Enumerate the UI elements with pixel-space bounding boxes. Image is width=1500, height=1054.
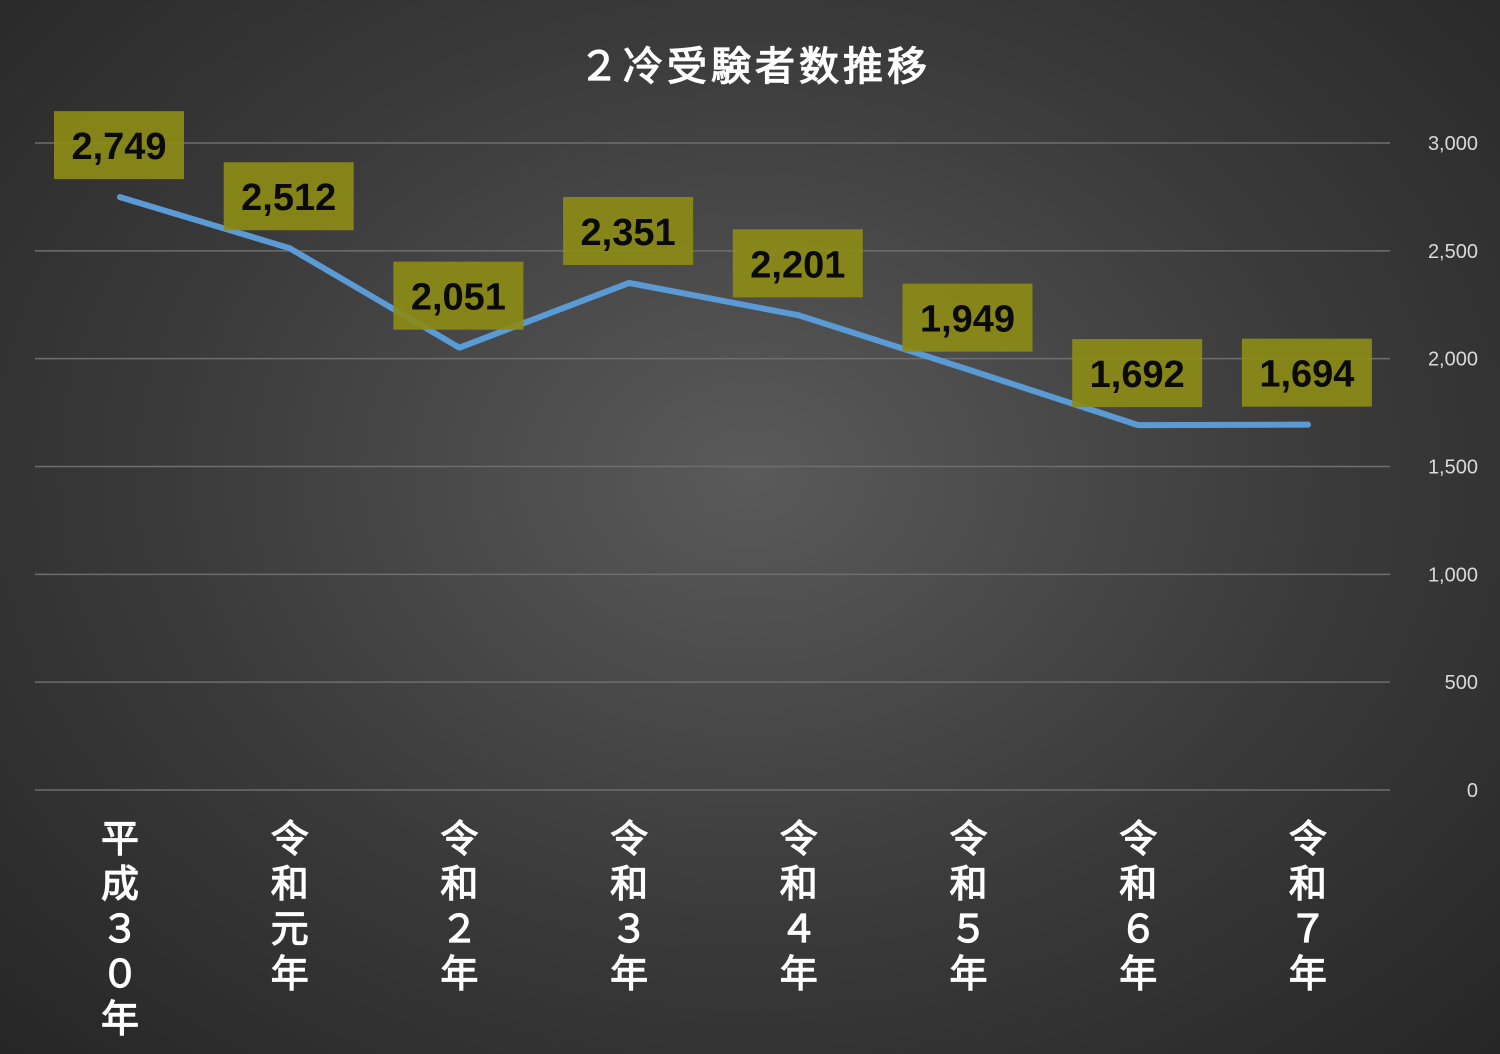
data-label-box — [563, 196, 694, 265]
data-label-text: 2,749 — [71, 126, 166, 168]
data-label-box — [1072, 339, 1203, 408]
data-label-text: 2,351 — [581, 212, 676, 254]
y-tick-label: 1,000 — [1428, 564, 1478, 586]
x-tick-label: 平成３０年 — [101, 817, 139, 1041]
data-label-text: 1,949 — [920, 299, 1015, 341]
x-tick-label: 令和４年 — [780, 817, 819, 996]
data-label-box — [902, 283, 1033, 352]
series — [117, 194, 1311, 429]
series-line — [117, 194, 1311, 429]
data-label: 2,201 — [732, 229, 863, 298]
data-label: 2,512 — [223, 162, 354, 231]
x-tick-label: 令和２年 — [440, 817, 479, 996]
data-label: 1,694 — [1241, 338, 1372, 407]
x-tick-label: 令和６年 — [1119, 817, 1158, 996]
data-point — [286, 245, 293, 252]
data-point — [626, 279, 633, 286]
data-label-box — [393, 261, 524, 330]
x-tick-label: 令和元年 — [271, 817, 310, 996]
x-tick-label: 令和７年 — [1289, 817, 1328, 996]
data-point — [795, 312, 802, 319]
x-tick-label: 令和５年 — [949, 817, 988, 996]
data-label-box — [732, 229, 863, 298]
data-point — [1135, 422, 1142, 429]
data-label: 2,749 — [54, 111, 184, 180]
data-label: 1,692 — [1072, 339, 1203, 408]
data-label-text: 2,512 — [241, 177, 336, 219]
data-labels: 2,749 2,512 2,051 2,351 2,201 1,949 1,692 1,694 — [54, 111, 1372, 408]
y-tick-label: 0 — [1467, 780, 1478, 802]
y-axis-ticks: 0 500 1,000 1,500 2,000 2,500 3,000 — [1428, 133, 1478, 802]
data-label: 2,351 — [563, 196, 694, 265]
data-label-box — [223, 162, 354, 231]
y-tick-label: 3,000 — [1428, 133, 1478, 155]
gridlines — [35, 142, 1390, 791]
data-label: 2,051 — [393, 261, 524, 330]
x-tick-label: 令和３年 — [610, 817, 649, 996]
y-tick-label: 1,500 — [1428, 457, 1478, 479]
data-label-box — [1241, 338, 1372, 407]
data-point — [456, 344, 463, 351]
data-point — [1304, 421, 1311, 428]
data-label: 1,949 — [902, 283, 1033, 352]
data-label-text: 2,201 — [750, 244, 845, 286]
data-point — [965, 366, 972, 373]
y-tick-label: 2,500 — [1428, 241, 1478, 263]
data-label-text: 1,692 — [1090, 354, 1185, 396]
data-label-box — [54, 111, 184, 180]
data-label-text: 2,051 — [411, 277, 506, 319]
y-tick-label: 500 — [1445, 672, 1478, 694]
data-label-text: 1,694 — [1259, 354, 1354, 396]
x-axis-ticks: 平成３０年 令和元年 令和２年 令和３年 令和４年 令和５年 令和６年 令和７年 — [101, 817, 1328, 1041]
chart-title: ２冷受験者数推移 — [579, 44, 931, 90]
y-tick-label: 2,000 — [1428, 349, 1478, 371]
data-point — [117, 194, 123, 201]
